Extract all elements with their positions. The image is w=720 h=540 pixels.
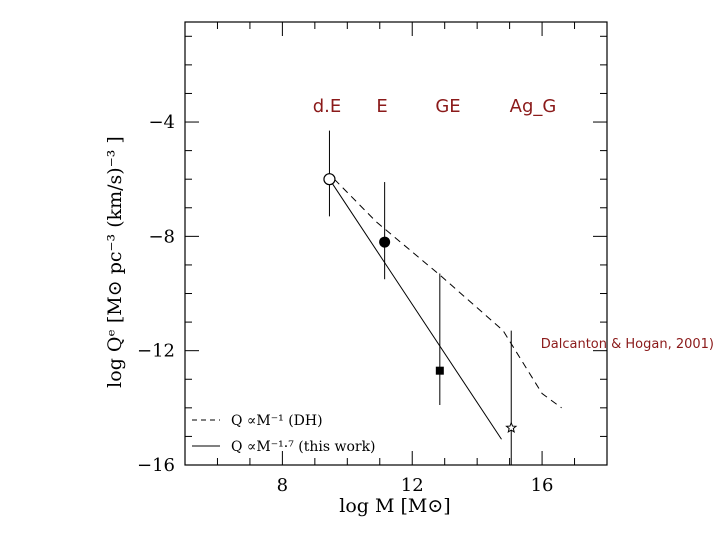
x-tick-label: 12 [401, 475, 424, 496]
class-label-ag-g: Ag_G [510, 96, 557, 117]
y-tick-label: −8 [148, 226, 175, 247]
x-tick-label: 16 [531, 475, 554, 496]
tick-layer [184, 22, 608, 466]
legend: Q ∝M⁻¹ (DH) Q ∝M⁻¹·⁷ (this work) [192, 413, 376, 455]
point-ge [435, 366, 444, 375]
point-de [323, 173, 336, 186]
class-label-ge: GE [435, 96, 460, 117]
point-ag-g [505, 421, 518, 433]
series-line-this-work [329, 178, 502, 440]
legend-label-this-work: Q ∝M⁻¹·⁷ (this work) [231, 439, 376, 455]
x-axis-title: log M [M⊙] [339, 495, 450, 517]
y-tick-label: −16 [137, 455, 175, 476]
series-line-dh [333, 178, 562, 409]
plot-data-layer [323, 130, 562, 465]
x-tick-label: 8 [277, 475, 288, 496]
plot-frame [184, 21, 608, 466]
class-label-de: d.E [313, 96, 342, 117]
point-e [379, 236, 391, 248]
citation-text: Dalcanton & Hogan, 2001) [541, 337, 714, 352]
y-tick-label: −4 [148, 112, 175, 133]
class-label-e: E [376, 96, 387, 117]
y-tick-label: −12 [137, 341, 175, 362]
y-axis-title: log Qᵉ [M⊙ pc⁻³ (km/s)⁻³ ] [104, 136, 126, 388]
legend-label-dh: Q ∝M⁻¹ (DH) [231, 413, 323, 429]
tick-label-layer: 8 12 16 −4 −8 −12 −16 [137, 112, 554, 496]
